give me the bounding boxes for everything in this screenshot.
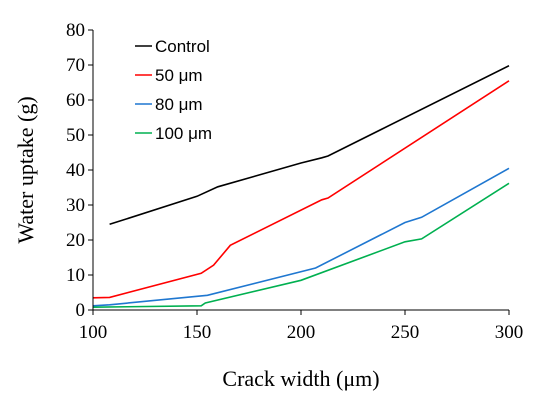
y-tick-label: 40 [66, 160, 85, 181]
x-tick-label: 100 [79, 322, 108, 343]
legend: Control 50 μm 80 μm 100 μm [135, 37, 212, 143]
axes: 100 150 200 250 300 0 10 20 30 40 50 60 70 80 [66, 20, 523, 343]
series-line-80-m [92, 167, 510, 307]
y-tick-label: 50 [66, 125, 85, 146]
y-tick-label: 80 [66, 20, 85, 41]
x-tick-label: 300 [495, 322, 524, 343]
y-axis-title: Water uptake (g) [13, 96, 38, 243]
legend-label: 50 μm [155, 66, 203, 85]
x-axis-ticks: 100 150 200 250 300 [79, 310, 524, 343]
x-tick-label: 150 [183, 322, 212, 343]
y-tick-label: 70 [66, 55, 85, 76]
y-tick-label: 20 [66, 230, 85, 251]
x-tick-label: 250 [391, 322, 420, 343]
legend-label: 80 μm [155, 95, 203, 114]
series-line-control [109, 64, 510, 226]
y-axis-ticks: 0 10 20 30 40 50 60 70 80 [66, 20, 93, 321]
y-tick-label: 0 [76, 300, 86, 321]
x-axis-title: Crack width (μm) [222, 366, 379, 391]
legend-label: 100 μm [155, 124, 212, 143]
legend-label: Control [155, 37, 210, 56]
y-tick-label: 60 [66, 90, 85, 111]
x-tick-label: 200 [287, 322, 316, 343]
series-line-100-m [92, 182, 510, 308]
series-line-50-m [92, 80, 510, 299]
y-tick-label: 10 [66, 265, 85, 286]
y-tick-label: 30 [66, 195, 85, 216]
plot-area [92, 64, 510, 308]
